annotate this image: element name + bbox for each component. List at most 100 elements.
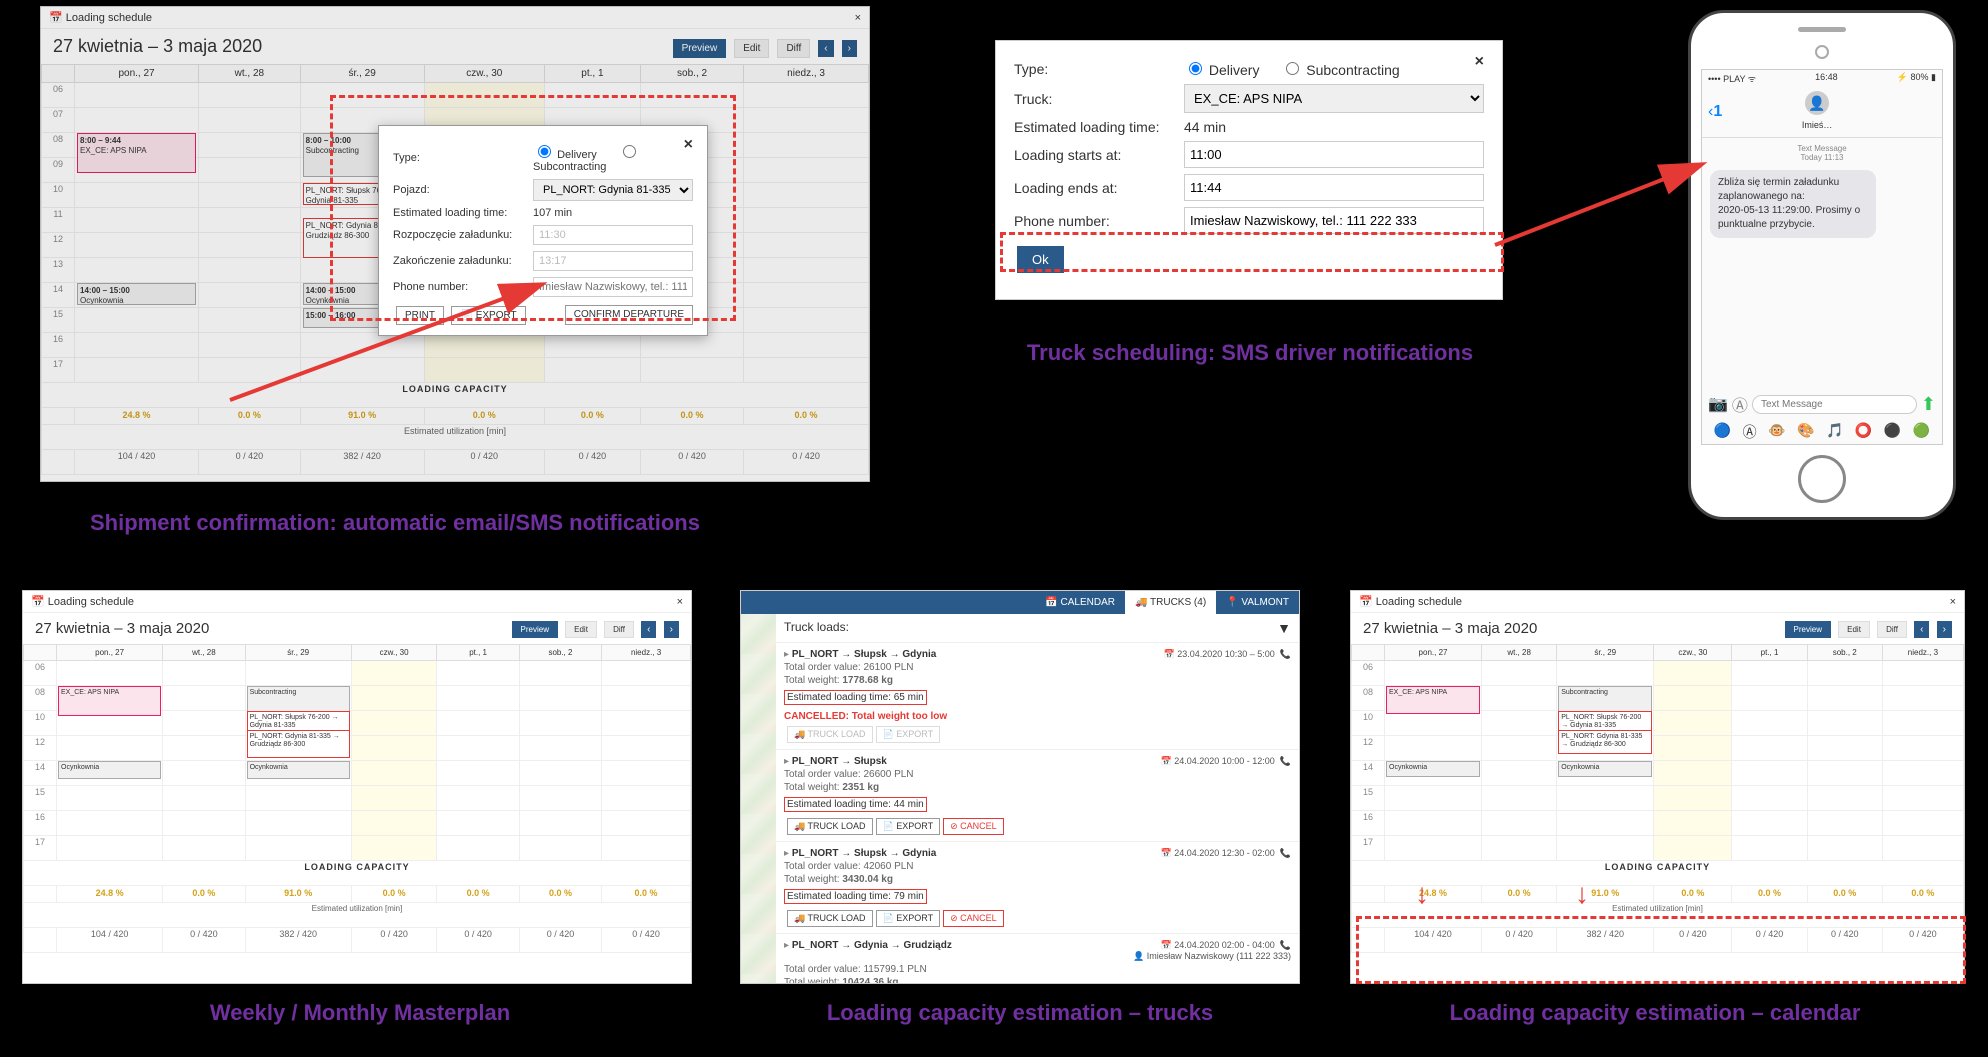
day-header-row: pon., 27 wt., 28 śr., 29 czw., 30 pt., 1… xyxy=(42,65,869,83)
close-icon[interactable]: × xyxy=(1475,53,1484,71)
end-input[interactable] xyxy=(533,251,693,271)
filter-icon[interactable]: ▼ xyxy=(1277,620,1291,636)
preview-button[interactable]: Preview xyxy=(512,621,558,638)
order-value: Total order value: 42060 PLN xyxy=(784,861,1291,872)
preview-button[interactable]: Preview xyxy=(1785,621,1831,638)
event-block[interactable]: PL_NORT: Gdynia 81-335 → Grudziądz 86-30… xyxy=(247,730,350,758)
ok-button[interactable]: Ok xyxy=(1017,246,1064,273)
truck-load-button[interactable]: 🚚 TRUCK LOAD xyxy=(787,726,873,743)
app-icon[interactable]: 🎨 xyxy=(1797,422,1814,442)
tab-trucks[interactable]: 🚚 TRUCKS (4) xyxy=(1125,591,1216,614)
app-icon[interactable]: 🐵 xyxy=(1768,422,1785,442)
sms-bubble: Zbliża się termin załadunku zaplanowaneg… xyxy=(1710,170,1876,238)
next-button[interactable]: › xyxy=(1937,621,1952,638)
order-value: Total order value: 26100 PLN xyxy=(784,662,1291,673)
close-icon[interactable]: × xyxy=(684,136,693,154)
hour-label: 09 xyxy=(42,158,75,183)
next-button[interactable]: › xyxy=(842,40,857,57)
truck-select[interactable]: EX_CE: APS NIPA xyxy=(1184,84,1484,113)
close-icon[interactable]: × xyxy=(677,596,683,608)
confirm-departure-button[interactable]: CONFIRM DEPARTURE xyxy=(565,305,693,325)
app-icon[interactable]: 🔵 xyxy=(1714,422,1731,442)
window-title: Loading schedule xyxy=(1376,596,1462,608)
est-label: Estimated loading time: xyxy=(393,207,533,219)
radio-delivery[interactable]: Delivery xyxy=(533,149,597,161)
event-block[interactable]: PL_NORT: Gdynia 81-335 → Grudziądz 86-30… xyxy=(1558,730,1652,754)
tab-valmont[interactable]: 📍 VALMONT xyxy=(1216,591,1299,614)
diff-button[interactable]: Diff xyxy=(1877,621,1907,638)
truck-item: ▸ PL_NORT → Słupsk📅 24.04.2020 10:00 - 1… xyxy=(776,750,1299,842)
window-title: Loading schedule xyxy=(66,12,152,24)
end-label: Zakończenie załadunku: xyxy=(393,255,533,267)
tab-calendar[interactable]: 📅 CALENDAR xyxy=(1035,591,1125,614)
arrow-red xyxy=(1490,155,1710,255)
down-arrow-icon: ↓ xyxy=(1575,878,1589,910)
radio-delivery[interactable]: Delivery xyxy=(1184,62,1259,78)
end-input[interactable] xyxy=(1184,174,1484,201)
camera-icon[interactable]: 📷 xyxy=(1708,394,1728,414)
app-icon[interactable]: ⚫ xyxy=(1884,422,1901,442)
phone-input[interactable] xyxy=(533,277,693,297)
type-label: Type: xyxy=(1014,61,1184,77)
day-header: śr., 29 xyxy=(300,65,424,83)
close-icon[interactable]: × xyxy=(1950,596,1956,608)
start-input[interactable] xyxy=(533,225,693,245)
truck-select[interactable]: PL_NORT: Gdynia 81-335 → Grudziądz 86-30… xyxy=(533,179,693,201)
edit-button[interactable]: Edit xyxy=(565,621,597,638)
phone-speaker xyxy=(1798,27,1846,32)
diff-button[interactable]: Diff xyxy=(604,621,634,638)
phone-input[interactable] xyxy=(1184,207,1484,234)
truck-load-button[interactable]: 🚚 TRUCK LOAD xyxy=(787,818,873,835)
order-value: Total order value: 26600 PLN xyxy=(784,769,1291,780)
diff-button[interactable]: Diff xyxy=(777,39,810,58)
caption-2: Truck scheduling: SMS driver notificatio… xyxy=(990,340,1510,366)
caption-5: Loading capacity estimation – calendar xyxy=(1370,1000,1940,1026)
back-icon[interactable]: ‹1 xyxy=(1708,103,1722,121)
caption-1: Shipment confirmation: automatic email/S… xyxy=(90,510,790,536)
cancel-button[interactable]: ⊘ CANCEL xyxy=(943,818,1004,835)
edit-button[interactable]: Edit xyxy=(1838,621,1870,638)
appstore-icon[interactable]: Ⓐ xyxy=(1732,392,1748,416)
panel-trucks: 📅 CALENDAR 🚚 TRUCKS (4) 📍 VALMONT Truck … xyxy=(740,590,1300,984)
truck-load-button[interactable]: 🚚 TRUCK LOAD xyxy=(787,910,873,927)
event-block[interactable]: Ocynkownia xyxy=(58,761,161,779)
radio-sub[interactable]: Subcontracting xyxy=(1281,62,1399,78)
home-button[interactable] xyxy=(1798,455,1846,503)
app-icon[interactable]: ⭕ xyxy=(1855,422,1872,442)
map[interactable] xyxy=(741,614,776,983)
carrier: •••• PLAY ᯤ xyxy=(1708,72,1756,85)
print-button[interactable]: PRINT xyxy=(396,306,444,325)
export-button[interactable]: 📄 EXPORT xyxy=(876,818,941,835)
prev-button[interactable]: ‹ xyxy=(818,40,833,57)
event-block[interactable]: 14:00 – 15:00Ocynkownia xyxy=(77,283,196,305)
order-value: Total order value: 115799.1 PLN xyxy=(784,964,1291,975)
sms-input[interactable] xyxy=(1752,395,1917,414)
calendar-icon: 📅 xyxy=(1359,595,1376,608)
avatar[interactable]: 👤 xyxy=(1805,91,1829,115)
next-button[interactable]: › xyxy=(664,621,679,638)
export-button[interactable]: 📄 EXPORT xyxy=(876,726,941,743)
panel-masterplan: 📅 Loading schedule× 27 kwietnia – 3 maja… xyxy=(22,590,692,984)
start-input[interactable] xyxy=(1184,141,1484,168)
cancel-button[interactable]: ⊘ CANCEL xyxy=(943,910,1004,927)
app-icon[interactable]: 🟢 xyxy=(1913,422,1930,442)
prev-button[interactable]: ‹ xyxy=(641,621,656,638)
app-icon[interactable]: Ⓐ xyxy=(1743,422,1757,442)
export-button[interactable]: 📄 EXPORT xyxy=(451,306,525,325)
truck-route: PL_NORT → Słupsk xyxy=(792,756,887,767)
prev-button[interactable]: ‹ xyxy=(1914,621,1929,638)
edit-button[interactable]: Edit xyxy=(734,39,769,58)
hour-label: 17 xyxy=(42,358,75,383)
event-block[interactable]: Ocynkownia xyxy=(1558,761,1652,777)
hour-label: 15 xyxy=(42,308,75,333)
app-icon[interactable]: 🎵 xyxy=(1826,422,1843,442)
event-block[interactable]: Ocynkownia xyxy=(247,761,350,779)
preview-button[interactable]: Preview xyxy=(673,39,727,58)
day-header: pon., 27 xyxy=(75,65,199,83)
truck-date: 📅 24.04.2020 02:00 - 04:00 📞 xyxy=(1161,940,1292,951)
close-icon[interactable]: × xyxy=(855,12,861,24)
send-icon[interactable]: ⬆ xyxy=(1921,394,1936,415)
event-block[interactable]: Ocynkownia xyxy=(1386,761,1480,777)
caption-3: Weekly / Monthly Masterplan xyxy=(130,1000,590,1026)
export-button[interactable]: 📄 EXPORT xyxy=(876,910,941,927)
